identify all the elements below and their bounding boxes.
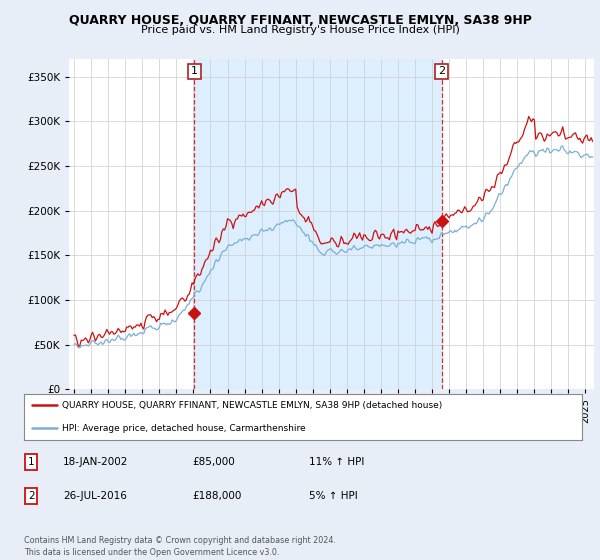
Text: 11% ↑ HPI: 11% ↑ HPI xyxy=(309,457,364,467)
Text: Contains HM Land Registry data © Crown copyright and database right 2024.
This d: Contains HM Land Registry data © Crown c… xyxy=(24,536,336,557)
Bar xyxy=(194,59,442,389)
Text: 26-JUL-2016: 26-JUL-2016 xyxy=(63,491,127,501)
Text: HPI: Average price, detached house, Carmarthenshire: HPI: Average price, detached house, Carm… xyxy=(62,423,305,433)
Text: 2: 2 xyxy=(28,491,35,501)
Text: Price paid vs. HM Land Registry's House Price Index (HPI): Price paid vs. HM Land Registry's House … xyxy=(140,25,460,35)
Text: £85,000: £85,000 xyxy=(192,457,235,467)
Text: 18-JAN-2002: 18-JAN-2002 xyxy=(63,457,128,467)
Text: QUARRY HOUSE, QUARRY FFINANT, NEWCASTLE EMLYN, SA38 9HP (detached house): QUARRY HOUSE, QUARRY FFINANT, NEWCASTLE … xyxy=(62,400,442,410)
Text: 2: 2 xyxy=(438,66,445,76)
Text: QUARRY HOUSE, QUARRY FFINANT, NEWCASTLE EMLYN, SA38 9HP: QUARRY HOUSE, QUARRY FFINANT, NEWCASTLE … xyxy=(68,14,532,27)
Text: £188,000: £188,000 xyxy=(192,491,241,501)
Text: 5% ↑ HPI: 5% ↑ HPI xyxy=(309,491,358,501)
Text: 1: 1 xyxy=(28,457,35,467)
Text: 1: 1 xyxy=(191,66,198,76)
